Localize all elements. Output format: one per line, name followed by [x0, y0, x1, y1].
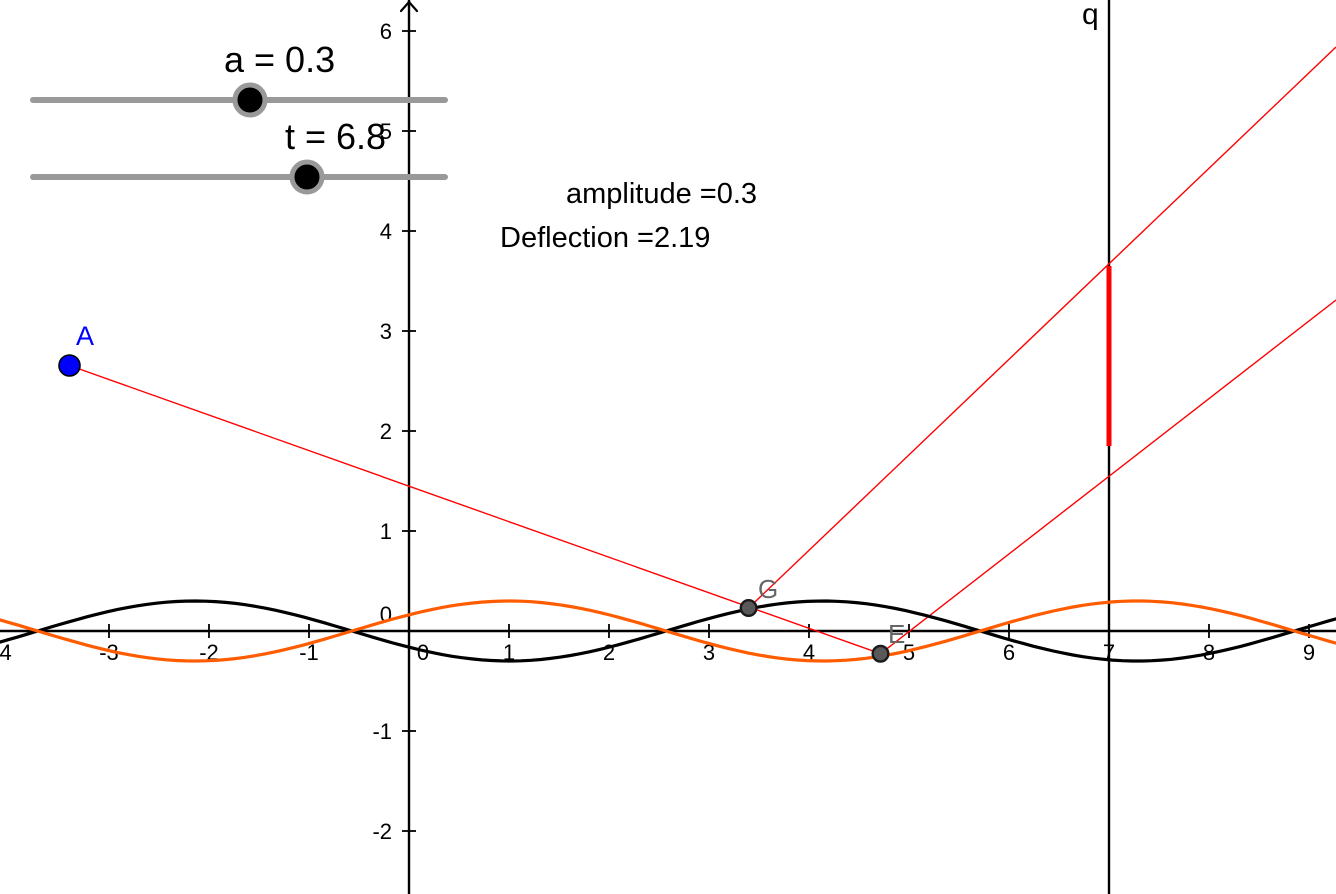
svg-text:Deflection =2.19: Deflection =2.19: [500, 222, 710, 254]
svg-text:A: A: [76, 321, 94, 351]
svg-text:6: 6: [380, 19, 392, 44]
svg-text:a = 0.3: a = 0.3: [224, 39, 335, 80]
svg-text:E: E: [888, 619, 905, 649]
svg-text:-4: -4: [0, 640, 12, 665]
svg-text:6: 6: [1003, 640, 1015, 665]
svg-text:4: 4: [380, 219, 392, 244]
svg-text:t = 6.8: t = 6.8: [285, 116, 386, 157]
svg-text:q: q: [1082, 0, 1099, 31]
svg-text:amplitude =0.3: amplitude =0.3: [566, 178, 757, 210]
svg-text:9: 9: [1303, 640, 1315, 665]
svg-text:2: 2: [603, 640, 615, 665]
svg-text:G: G: [758, 574, 778, 604]
svg-text:-1: -1: [372, 719, 392, 744]
svg-text:-2: -2: [372, 819, 392, 844]
svg-text:1: 1: [380, 519, 392, 544]
svg-text:3: 3: [380, 319, 392, 344]
svg-text:2: 2: [380, 419, 392, 444]
